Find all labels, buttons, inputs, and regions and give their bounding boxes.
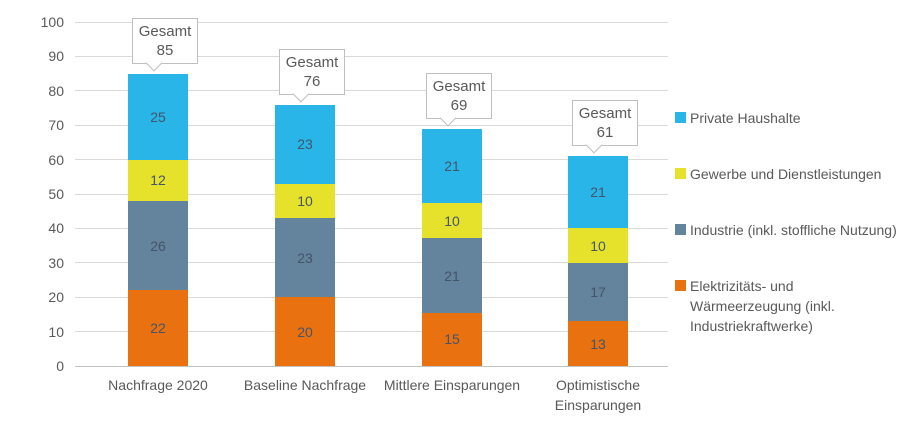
legend-label: Private Haushalte [690,110,801,126]
bar-segment-1: 13 [568,321,628,366]
legend-swatch [675,224,686,235]
y-axis-tick-label: 50 [48,186,64,202]
bar-segment-label: 25 [150,108,166,125]
legend-swatch [675,280,686,291]
total-callout-prefix: Gesamt [285,53,339,71]
gridline [75,55,668,57]
y-axis-tick-label: 30 [48,254,64,271]
bar-segment-label: 22 [150,320,166,337]
legend-item: Elektrizitäts- und Wärmeerzeugung (inkl.… [675,276,900,336]
bar-segment-2: 21 [422,238,482,313]
legend-item: Industrie (inkl. stoffliche Nutzung) [675,220,900,240]
category-label: Nachfrage 2020 [108,377,208,393]
y-axis-tick-label: 80 [48,82,64,99]
gridline [75,296,668,298]
gridline [75,124,668,126]
bar-segment-label: 21 [444,157,460,174]
legend-swatch [675,112,686,123]
bar-segment-label: 21 [590,184,606,201]
total-callout-value: 69 [450,96,468,114]
legend-swatch [675,168,686,179]
bar-segment-label: 21 [444,267,460,284]
bar-segment-label: 10 [590,237,606,254]
gridline [75,21,668,23]
legend-label: Gewerbe und Dienstleistungen [690,166,882,182]
bar-segment-label: 10 [444,212,460,229]
category-label: Baseline Nachfrage [243,377,367,393]
bar-segment-3: 10 [422,203,482,239]
bar-segment-1: 22 [128,290,188,366]
y-axis-tick-label: 10 [48,323,64,340]
legend-label: Elektrizitäts- und Wärmeerzeugung (inkl.… [690,278,835,334]
total-callout-prefix: Gesamt [578,105,632,123]
bar-segment-label: 15 [444,331,460,348]
y-axis-tick-label: 90 [48,48,64,65]
bar-segment-4: 21 [422,128,482,204]
total-callout: Gesamt 85 [132,17,198,72]
bar-segment-label: 26 [150,237,166,254]
gridline [75,227,668,229]
bar-segment-label: 20 [297,323,313,340]
bar-segment-label: 10 [297,192,313,209]
legend-item: Private Haushalte [675,108,900,128]
bar-segment-label: 23 [297,136,313,153]
bar-segment-3: 10 [568,228,628,263]
bar-segment-label: 23 [297,249,313,266]
legend-item: Gewerbe und Dienstleistungen [675,164,900,184]
bar-segment-label: 12 [150,172,166,189]
y-axis-tick-label: 100 [40,14,64,30]
total-callout: Gesamt 61 [572,100,638,154]
bar-segment-4: 23 [275,104,335,184]
bar-segment-4: 25 [128,73,188,160]
total-callout-value: 61 [596,124,614,142]
total-callout: Gesamt 69 [426,72,492,127]
bar-segment-2: 17 [568,262,628,322]
category-label: Optimistische Einsparungen [554,377,642,413]
bar-segment-2: 23 [275,218,335,298]
y-axis-tick-label: 20 [48,289,64,306]
y-axis-tick-label: 40 [48,220,64,237]
x-axis-line [75,365,668,367]
bar-segment-label: 17 [590,284,606,301]
gridline [75,159,668,161]
bar-segment-1: 20 [275,297,335,366]
total-callout-value: 85 [156,41,174,59]
y-axis-tick-label: 0 [56,358,64,374]
total-callout-prefix: Gesamt [432,77,486,95]
total-callout-value: 76 [303,72,321,90]
y-axis-tick-label: 70 [48,117,64,134]
y-axis-tick-label: 60 [48,151,64,168]
bar-segment-4: 21 [568,156,628,229]
gridline [75,193,668,195]
total-callout: Gesamt 76 [279,48,345,103]
gridline [75,262,668,264]
category-label: Mittlere Einsparungen [383,377,521,393]
bar-segment-label: 13 [590,335,606,352]
bar-segment-2: 26 [128,200,188,291]
bar-segment-3: 12 [128,159,188,201]
bar-segment-3: 10 [275,183,335,219]
total-callout-prefix: Gesamt [138,22,192,40]
bar-segment-1: 15 [422,312,482,366]
legend-label: Industrie (inkl. stoffliche Nutzung) [690,222,897,238]
gridline [75,90,668,92]
gridline [75,331,668,333]
